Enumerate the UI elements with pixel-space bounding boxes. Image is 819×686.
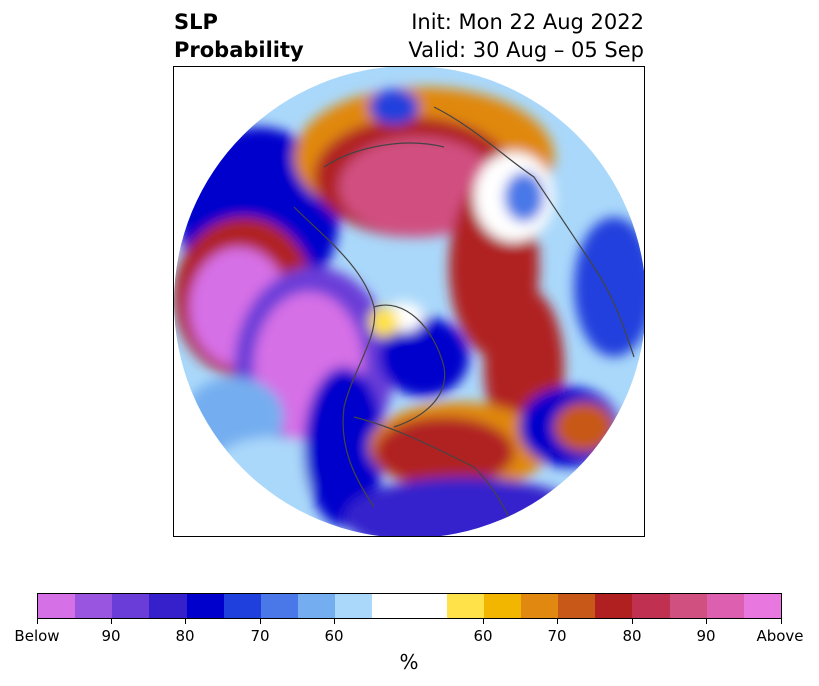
colorbar-segment: [298, 594, 336, 618]
title-left: SLP Probability: [174, 8, 304, 64]
init-date: Init: Mon 22 Aug 2022: [411, 10, 644, 34]
title-right: Init: Mon 22 Aug 2022 Valid: 30 Aug – 05…: [408, 8, 644, 64]
colorbar-tick: [781, 619, 782, 624]
colorbar-tick: [111, 619, 112, 624]
colorbar-segment: [223, 594, 261, 618]
colorbar-tick-label: Above: [756, 627, 804, 645]
colorbar-tick: [37, 619, 38, 624]
colorbar-tick: [260, 619, 261, 624]
colorbar-tick: [334, 619, 335, 624]
colorbar-segment: [595, 594, 633, 618]
colorbar: [37, 593, 782, 619]
colorbar-tick: [483, 619, 484, 624]
colorbar-unit: %: [399, 650, 419, 674]
colorbar-segment: [260, 594, 299, 618]
title-variable: SLP: [174, 10, 218, 34]
colorbar-tick: [632, 619, 633, 624]
colorbar-tick-label: 80: [622, 627, 642, 645]
colorbar-tick-label: 60: [473, 627, 493, 645]
colorbar-tick-label: 60: [324, 627, 344, 645]
coastlines: [293, 106, 635, 528]
colorbar-tick-label: 90: [696, 627, 716, 645]
colorbar-tick: [706, 619, 707, 624]
colorbar-tick-label: 90: [101, 627, 121, 645]
colorbar-segment: [669, 594, 707, 618]
colorbar-segment: [706, 594, 744, 618]
title-product: Probability: [174, 38, 304, 62]
colorbar-segment: [112, 594, 150, 618]
colorbar-tick: [557, 619, 558, 624]
colorbar-tick-label: 70: [250, 627, 270, 645]
map-panel: [173, 66, 645, 537]
colorbar-segment: [521, 594, 559, 618]
colorbar-segment: [483, 594, 522, 618]
colorbar-tick-label: 70: [547, 627, 567, 645]
probability-map: [174, 67, 644, 536]
colorbar-segment: [38, 594, 76, 618]
colorbar-segment: [149, 594, 187, 618]
colorbar-segment: [186, 594, 224, 618]
colorbar-segment: [743, 594, 782, 618]
colorbar-tick-label: Below: [14, 627, 60, 645]
colorbar-tick: [185, 619, 186, 624]
valid-range: Valid: 30 Aug – 05 Sep: [408, 38, 644, 62]
colorbar-segment: [75, 594, 113, 618]
colorbar-tick-label: 80: [175, 627, 195, 645]
colorbar-segment: [372, 594, 447, 618]
probability-field: [174, 67, 644, 536]
colorbar-segment: [632, 594, 670, 618]
colorbar-segment: [335, 594, 373, 618]
colorbar-segment: [558, 594, 596, 618]
colorbar-segment: [446, 594, 484, 618]
